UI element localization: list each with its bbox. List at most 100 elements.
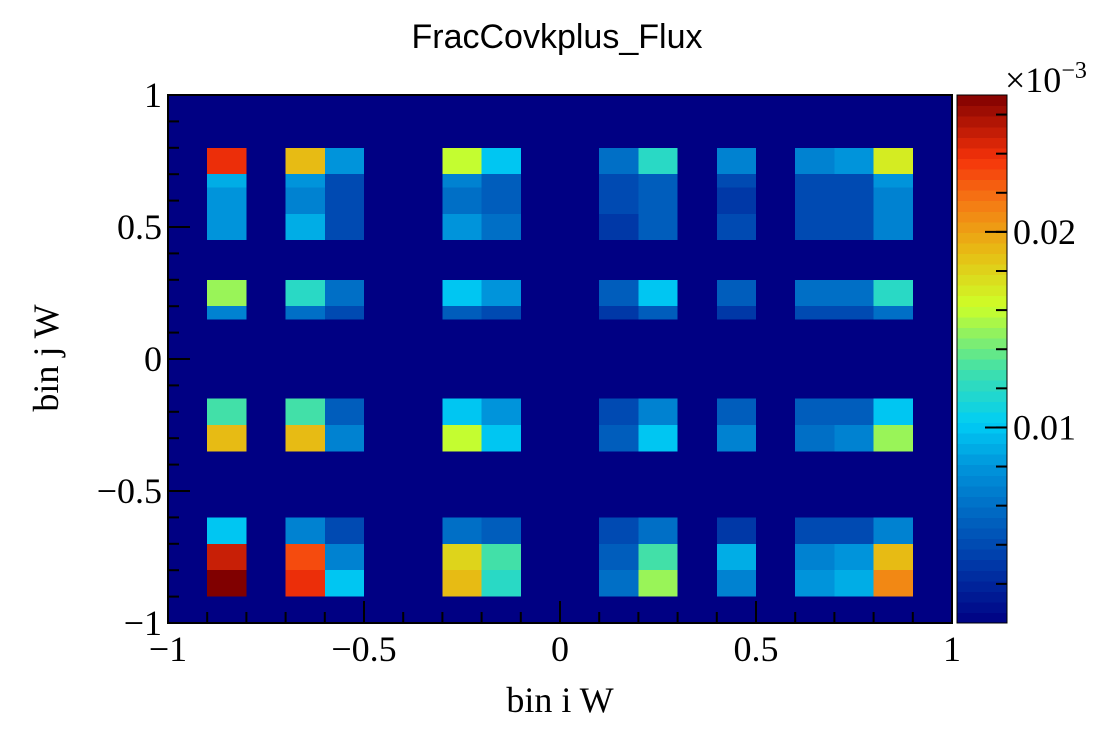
color-scale-segment xyxy=(957,168,1007,181)
heatmap-cell xyxy=(795,425,835,452)
color-scale-segment xyxy=(957,591,1007,603)
color-scale-segment xyxy=(957,158,1007,170)
heatmap-cell xyxy=(834,213,874,241)
heatmap-cell xyxy=(638,147,678,175)
color-scale-segment xyxy=(957,274,1007,286)
heatmap-cell xyxy=(716,306,756,320)
heatmap-cell xyxy=(638,517,678,544)
heatmap-cell xyxy=(207,398,247,425)
heatmap-cell xyxy=(638,213,678,241)
color-scale-bar: 0.01 0.02 ×10−3 xyxy=(956,58,1087,624)
color-scale-segment xyxy=(957,401,1007,413)
x-tick-label: 1 xyxy=(943,629,961,669)
color-scale-segment xyxy=(957,253,1007,265)
heatmap-cell xyxy=(207,543,247,571)
heatmap-cell xyxy=(834,279,874,307)
heatmap-cell xyxy=(795,398,835,425)
heatmap-cell xyxy=(638,425,678,452)
heatmap-cell xyxy=(834,517,874,544)
heatmap-cell xyxy=(285,187,325,214)
heatmap-cell xyxy=(442,213,482,241)
heatmap-cell xyxy=(795,306,835,320)
heatmap-cell xyxy=(873,213,913,241)
color-scale-segment xyxy=(957,316,1007,328)
heatmap-cell xyxy=(599,517,639,544)
color-scale-segment xyxy=(957,348,1007,360)
heatmap-cell xyxy=(207,174,247,188)
heatmap-cell xyxy=(324,425,364,452)
z-tick-label: 0.02 xyxy=(1013,212,1076,252)
z-multiplier-label: ×10−3 xyxy=(1005,58,1087,100)
heatmap-cell xyxy=(599,306,639,320)
color-scale-segment xyxy=(957,285,1007,297)
heatmap-cell xyxy=(834,174,874,188)
heatmap-cell xyxy=(834,543,874,571)
color-scale-segment xyxy=(957,527,1007,540)
color-scale-segment xyxy=(957,580,1007,592)
heatmap-cell xyxy=(207,570,247,597)
heatmap-cell xyxy=(638,570,678,597)
heatmap-cell xyxy=(599,279,639,307)
heatmap-cell xyxy=(442,543,482,571)
heatmap-cell xyxy=(834,306,874,320)
heatmap-cell xyxy=(638,306,678,320)
heatmap-cell xyxy=(481,279,521,307)
color-scale-segment xyxy=(957,612,1007,624)
color-scale-segment xyxy=(957,359,1007,371)
heatmap-cell xyxy=(207,187,247,214)
heatmap-cell xyxy=(207,517,247,544)
heatmap-cell xyxy=(442,187,482,214)
color-scale-segment xyxy=(957,559,1007,571)
color-scale-segment xyxy=(957,432,1007,445)
heatmap-cell xyxy=(873,306,913,320)
color-scale-segment xyxy=(957,190,1007,202)
color-scale-segment xyxy=(957,549,1007,561)
heatmap-cell xyxy=(285,213,325,241)
heatmap-cell xyxy=(638,279,678,307)
heatmap-cell xyxy=(442,306,482,320)
color-scale-segment xyxy=(957,179,1007,191)
heatmap-cell xyxy=(442,279,482,307)
color-scale-segment xyxy=(957,390,1007,402)
z-tick-label: 0.01 xyxy=(1013,407,1076,447)
heatmap-cell xyxy=(599,398,639,425)
color-scale-segment xyxy=(957,570,1007,582)
color-scale-segment xyxy=(957,116,1007,128)
heatmap-cell xyxy=(481,398,521,425)
heatmap-cell xyxy=(285,425,325,452)
color-scale-segment xyxy=(957,506,1007,518)
heatmap-cell xyxy=(716,425,756,452)
heatmap-cell xyxy=(873,174,913,188)
heatmap-cell xyxy=(834,187,874,214)
heatmap-cell xyxy=(873,279,913,307)
color-scale-segment xyxy=(957,475,1007,487)
color-scale-segment xyxy=(957,95,1007,107)
heatmap-cell xyxy=(285,174,325,188)
color-scale-frame xyxy=(956,94,1008,624)
heatmap-cell xyxy=(285,570,325,597)
color-scale-segment xyxy=(957,126,1007,138)
color-scale-segment xyxy=(957,369,1007,381)
heatmap-cell xyxy=(207,306,247,320)
heatmap-cell xyxy=(638,174,678,188)
heatmap-cell xyxy=(481,570,521,597)
heatmap-cell xyxy=(324,187,364,214)
heatmap-cell xyxy=(481,543,521,571)
heatmap-cell xyxy=(324,398,364,425)
heatmap-cell xyxy=(285,279,325,307)
heatmap-cell xyxy=(795,517,835,544)
heatmap-cell xyxy=(716,570,756,597)
heatmap-cell xyxy=(795,543,835,571)
x-tick-label: 0 xyxy=(551,629,569,669)
heatmap-cell xyxy=(599,543,639,571)
heatmap-cell xyxy=(481,517,521,544)
heatmap-cell xyxy=(873,425,913,452)
heatmap-cell xyxy=(442,570,482,597)
color-scale-segment xyxy=(957,242,1007,254)
heatmap-cell xyxy=(795,174,835,188)
heatmap-cell xyxy=(442,398,482,425)
color-scale-segment xyxy=(957,601,1007,614)
color-scale-segment xyxy=(957,422,1007,434)
heatmap-cell xyxy=(716,174,756,188)
